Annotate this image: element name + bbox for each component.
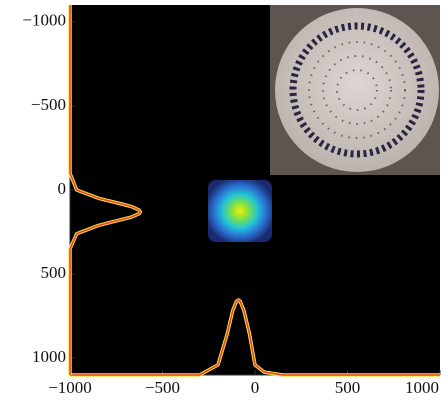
y-tick-label: −1000 <box>22 11 66 30</box>
y-tick-label: 1000 <box>32 347 66 366</box>
y-tick-label: 0 <box>58 179 67 198</box>
x-tick-label: −1000 <box>48 378 92 397</box>
y-tick-label: 500 <box>41 263 67 282</box>
beam-spot <box>208 180 272 242</box>
profile-line <box>70 299 440 376</box>
inset-photo <box>270 5 440 175</box>
x-tick-label: 500 <box>335 378 361 397</box>
x-tick-label: −500 <box>145 378 180 397</box>
profile-line <box>69 5 142 375</box>
x-tick-label: 0 <box>251 378 260 397</box>
y-tick-label: −500 <box>31 95 66 114</box>
x-tick-label: 1000 <box>405 378 439 397</box>
